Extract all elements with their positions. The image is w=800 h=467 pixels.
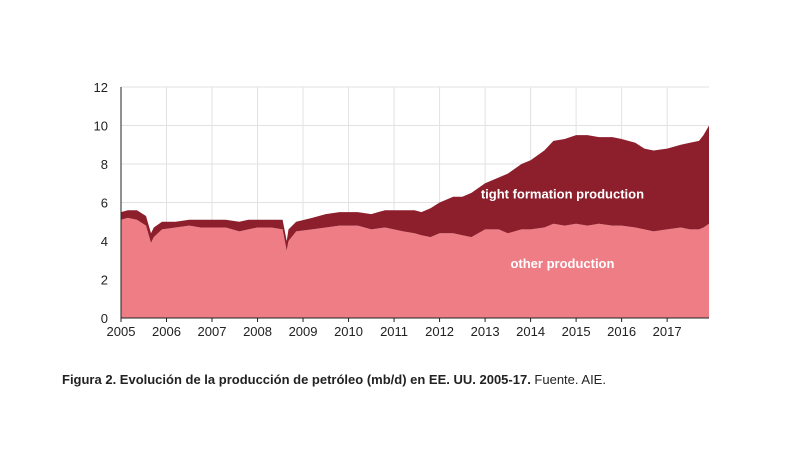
plot-frame: [120, 87, 709, 319]
area-other-production: [121, 217, 709, 318]
area-tight-formation-production: [121, 125, 709, 251]
y-tick-label: 2: [101, 273, 108, 288]
y-tick-label: 4: [101, 234, 108, 249]
x-tick-label: 2009: [289, 324, 318, 339]
x-tick-label: 2010: [334, 324, 363, 339]
x-tick-label: 2014: [516, 324, 545, 339]
series-label: tight formation production: [481, 187, 644, 202]
y-tick-label: 8: [101, 157, 108, 172]
x-tick-label: 2005: [107, 324, 136, 339]
series-labels: tight formation production other producti…: [481, 187, 644, 271]
series-label: other production: [510, 256, 614, 271]
x-tick-label: 2008: [243, 324, 272, 339]
caption-source: Fuente. AIE.: [530, 372, 606, 387]
x-tick-label: 2011: [380, 324, 408, 339]
x-tick-label: 2015: [562, 324, 591, 339]
caption-title: Figura 2. Evolución de la producción de …: [62, 372, 531, 387]
y-tick-label: 12: [94, 80, 108, 95]
plot-areas: [121, 125, 709, 318]
x-tick-label: 2016: [607, 324, 636, 339]
y-tick-label: 0: [101, 311, 108, 326]
figure-caption: Figura 2. Evolución de la producción de …: [62, 372, 782, 387]
x-tick-label: 2007: [198, 324, 227, 339]
x-tick-label: 2017: [653, 324, 682, 339]
y-tick-label: 6: [101, 196, 108, 211]
x-tick-label: 2006: [152, 324, 181, 339]
axis-ticks: 0 2 4 6 8 10 12 2005 2006 2007 2008 2009 2010 2011 201…: [94, 80, 682, 339]
x-tick-label: 2012: [425, 324, 454, 339]
y-tick-label: 10: [94, 119, 108, 134]
x-tick-label: 2013: [471, 324, 500, 339]
